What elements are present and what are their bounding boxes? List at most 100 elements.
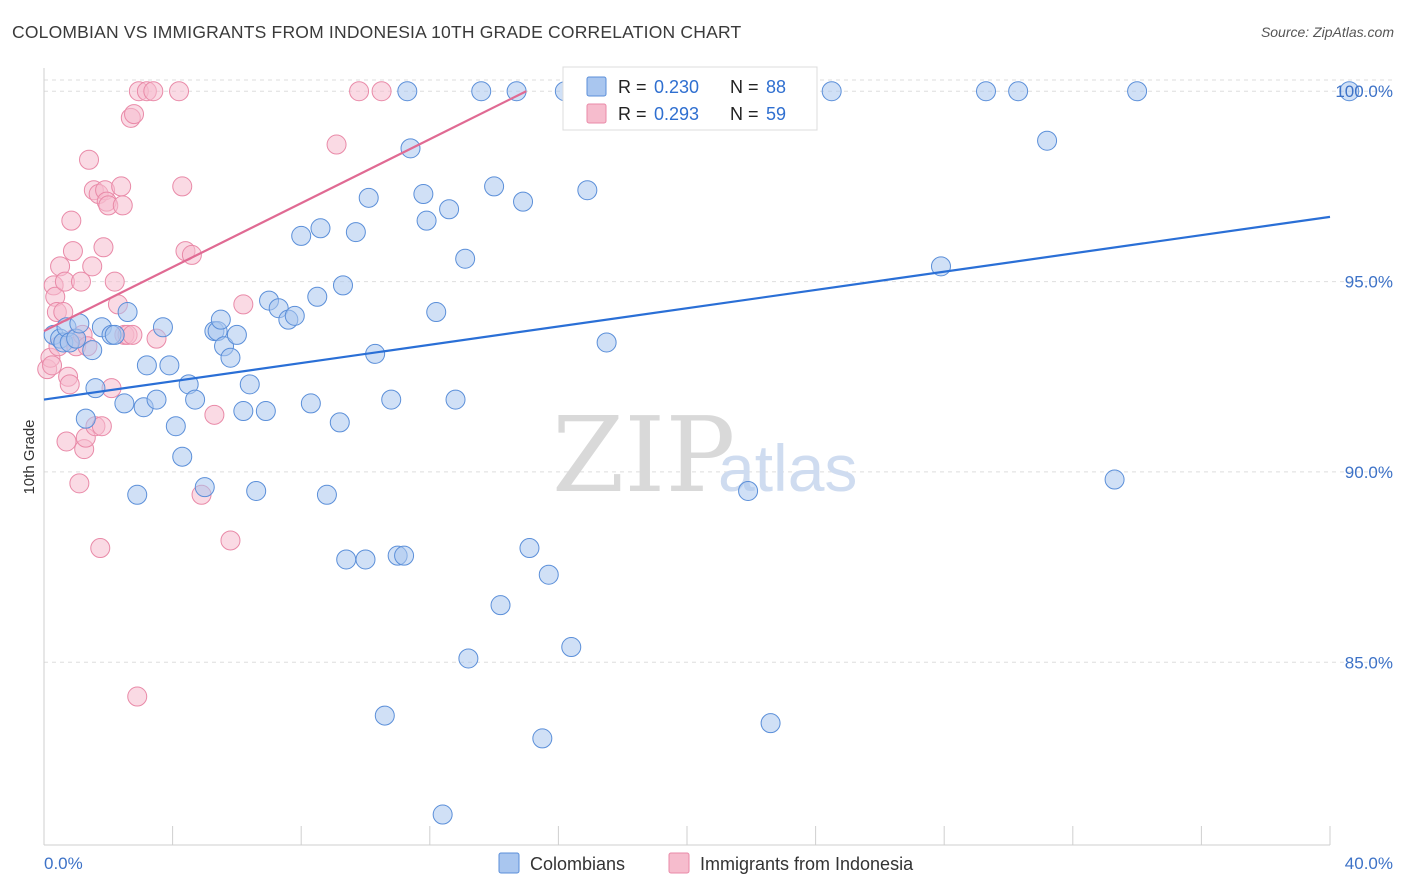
bottom-legend-swatch-colombians [498, 852, 520, 874]
colombians-point-52 [374, 705, 395, 726]
colombians-point-34 [246, 480, 267, 501]
colombians-point-45 [329, 412, 350, 433]
indonesia-point-13 [61, 210, 82, 231]
colombians-point-62 [439, 199, 460, 220]
legend-n-label-indonesia: N = [730, 104, 759, 124]
colombians-point-13 [114, 393, 135, 414]
colombians-point-44 [316, 484, 337, 505]
indonesia-point-43 [124, 104, 145, 125]
colombians-point-77 [596, 332, 617, 353]
legend-r-value-indonesia: 0.293 [654, 104, 699, 124]
indonesia-point-56 [233, 294, 254, 315]
chart-title: COLOMBIAN VS IMMIGRANTS FROM INDONESIA 1… [12, 22, 742, 42]
trend-lines [43, 90, 1331, 401]
indonesia-point-12 [59, 374, 80, 395]
indonesia-point-28 [90, 538, 111, 559]
colombians-point-9 [85, 378, 106, 399]
indonesia-point-57 [326, 134, 347, 155]
indonesia-point-2 [42, 355, 63, 376]
colombians-point-64 [455, 248, 476, 269]
indonesia-point-37 [111, 176, 132, 197]
legend-r-label-colombians: R = [618, 77, 647, 97]
colombians-point-24 [185, 389, 206, 410]
indonesia-point-50 [172, 176, 193, 197]
colombians-point-14 [117, 302, 138, 323]
legend-n-label-colombians: N = [730, 77, 759, 97]
indonesia-point-35 [104, 271, 125, 292]
colombians-point-42 [307, 286, 328, 307]
colombians-point-33 [239, 374, 260, 395]
colombians-point-32 [233, 401, 254, 422]
series-indonesia-points [37, 81, 392, 707]
colombians-point-18 [146, 389, 167, 410]
bottom-legend-swatch-indonesia [668, 852, 690, 874]
indonesia-point-23 [79, 149, 100, 170]
colombians-point-76 [577, 180, 598, 201]
colombians-point-85 [1104, 469, 1125, 490]
x-tick-min: 0.0% [44, 854, 83, 873]
colombians-point-35 [255, 401, 276, 422]
source-credit: Source: ZipAtlas.com [1260, 24, 1394, 40]
y-tick-label-100: 100.0% [1335, 82, 1393, 101]
legend-r-value-colombians: 0.230 [654, 77, 699, 97]
colombians-point-22 [172, 446, 193, 467]
indonesia-point-30 [93, 237, 114, 258]
watermark-zip: ZIP [552, 394, 735, 516]
colombians-point-82 [975, 81, 996, 102]
indonesia-point-10 [56, 431, 77, 452]
colombians-point-49 [355, 549, 376, 570]
indonesia-point-24 [82, 256, 103, 277]
indonesia-point-38 [112, 195, 133, 216]
colombians-point-84 [1037, 130, 1058, 151]
colombians-point-15 [127, 484, 148, 505]
colombians-point-47 [336, 549, 357, 570]
y-tick-label-90: 90.0% [1345, 463, 1393, 482]
colombians-point-39 [284, 305, 305, 326]
colombians-point-59 [416, 210, 437, 231]
colombians-point-60 [426, 302, 447, 323]
colombians-point-25 [194, 477, 215, 498]
colombians-point-20 [159, 355, 180, 376]
x-tick-max: 40.0% [1345, 854, 1393, 873]
colombians-point-30 [220, 347, 241, 368]
colombians-point-72 [532, 728, 553, 749]
colombians-point-50 [358, 187, 379, 208]
colombians-point-17 [136, 355, 157, 376]
colombians-point-80 [821, 81, 842, 102]
colombians-point-70 [513, 191, 534, 212]
trend-line-indonesia [43, 90, 527, 333]
series-legend: Colombians Immigrants from Indonesia [498, 852, 914, 874]
indonesia-point-18 [70, 271, 91, 292]
colombians-point-83 [1008, 81, 1029, 102]
legend-swatch-colombians [586, 76, 607, 97]
legend-n-value-colombians: 88 [766, 77, 786, 97]
colombians-point-48 [345, 222, 366, 243]
colombians-point-12 [104, 324, 125, 345]
legend-swatch-indonesia [586, 103, 607, 124]
indonesia-point-55 [220, 530, 241, 551]
colombians-point-69 [506, 81, 527, 102]
colombians-point-8 [82, 340, 103, 361]
indonesia-point-44 [127, 686, 148, 707]
indonesia-point-42 [122, 324, 143, 345]
colombians-point-58 [413, 184, 434, 205]
indonesia-point-17 [69, 473, 90, 494]
colombians-point-46 [332, 275, 353, 296]
legend-r-label-indonesia: R = [618, 104, 647, 124]
indonesia-point-54 [204, 404, 225, 425]
colombians-point-41 [300, 393, 321, 414]
colombians-point-55 [394, 545, 415, 566]
colombians-point-43 [310, 218, 331, 239]
colombians-point-79 [760, 713, 781, 734]
indonesia-point-59 [371, 81, 392, 102]
indonesia-point-49 [169, 81, 190, 102]
colombians-point-68 [490, 595, 511, 616]
colombians-point-40 [291, 225, 312, 246]
colombians-point-7 [75, 408, 96, 429]
colombians-point-61 [432, 804, 453, 825]
axes [43, 68, 1331, 846]
colombians-point-71 [519, 538, 540, 559]
colombians-point-31 [226, 324, 247, 345]
watermark: ZIP atlas [552, 394, 857, 516]
